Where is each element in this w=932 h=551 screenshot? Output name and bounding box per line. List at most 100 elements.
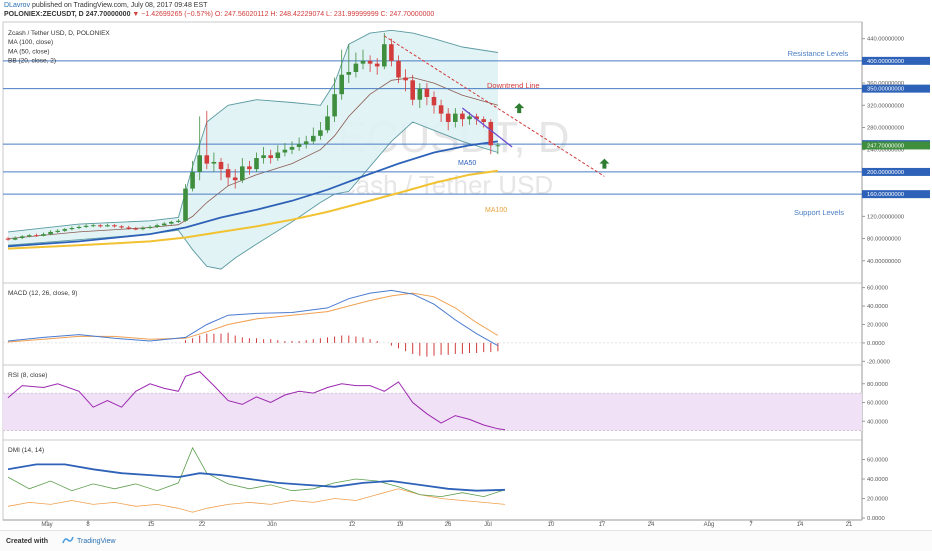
x-axis: May 8 15 22 Jun 12 19 26 Jul 10 17 24 Aug 7 14 21 bbox=[41, 520, 853, 528]
candle-body bbox=[261, 155, 266, 159]
candle-body bbox=[374, 63, 380, 67]
marker-bg bbox=[862, 56, 930, 65]
candle-body bbox=[105, 225, 110, 227]
candle-body bbox=[453, 113, 458, 122]
main-legend: Zcash / Tether USD, D, POLONIEX MA (100, … bbox=[8, 30, 110, 65]
price-tick-label: 80.00000000 bbox=[867, 237, 901, 243]
blue-trend-line bbox=[461, 107, 513, 148]
tradingview-logo-icon bbox=[62, 536, 74, 544]
candle-body bbox=[83, 225, 89, 227]
candles bbox=[5, 33, 501, 241]
x-tick-label: 10 bbox=[548, 522, 555, 528]
marker-bg bbox=[862, 190, 930, 199]
publish-info: DLavrov published on TradingView.com, Ju… bbox=[4, 2, 207, 9]
x-tick-label: 17 bbox=[599, 522, 606, 528]
candle-body bbox=[240, 166, 245, 181]
candle-body bbox=[332, 94, 337, 117]
adx-line bbox=[7, 463, 506, 492]
dmi-tick-label: 0.0000 bbox=[867, 516, 885, 522]
candle-body bbox=[460, 113, 465, 120]
support-label: Support Levels bbox=[794, 208, 844, 217]
candle-body bbox=[133, 228, 139, 230]
x-tick-label: 7 bbox=[749, 522, 753, 528]
candle-body bbox=[318, 130, 323, 136]
candle-body bbox=[76, 226, 82, 229]
marker-bg bbox=[862, 84, 930, 93]
tradingview-brand[interactable]: TradingView bbox=[77, 538, 116, 545]
dmi-tick-label: 40.0000 bbox=[867, 477, 888, 483]
candle-body bbox=[119, 226, 124, 228]
legend-item: Zcash / Tether USD, D, POLONIEX bbox=[8, 30, 110, 37]
last-price-marker: 247.70000000 bbox=[862, 141, 930, 150]
candle-body bbox=[232, 177, 238, 181]
legend-item: MA (50, close) bbox=[8, 48, 50, 55]
candle-body bbox=[27, 235, 32, 237]
candle-body bbox=[445, 113, 451, 122]
price-axis: 40.00000000 80.00000000 120.00000000 160.00… bbox=[862, 37, 904, 265]
candle-body bbox=[147, 226, 153, 229]
resistance-label: Resistance Levels bbox=[788, 49, 849, 58]
macd-signal-line bbox=[7, 292, 499, 343]
x-tick-label: 26 bbox=[445, 522, 452, 528]
candle-body bbox=[69, 228, 75, 230]
candle-body bbox=[126, 227, 131, 229]
candle-body bbox=[396, 60, 401, 78]
price-tick-label: 120.00000000 bbox=[867, 214, 904, 220]
bb-lower-line bbox=[7, 121, 499, 270]
x-tick-label: 12 bbox=[349, 522, 356, 528]
candle-body bbox=[41, 234, 46, 236]
candle-body bbox=[112, 225, 117, 227]
candle-body bbox=[268, 155, 273, 159]
rsi-axis: 40.0000 60.0000 80.0000 bbox=[862, 382, 888, 425]
marker-label: 400.00000000 bbox=[867, 59, 904, 65]
author-link[interactable]: DLavrov bbox=[4, 2, 31, 9]
candle-body bbox=[204, 155, 210, 164]
chart-canvas[interactable]: May 8 15 22 Jun 12 19 26 Jul 10 17 24 Aug 7 14 21ZECUSD… bbox=[0, 0, 932, 530]
macd-pane-title: MACD (12, 26, close, 9) bbox=[8, 290, 77, 297]
macd-line bbox=[7, 289, 499, 347]
macd-axis: -20.0000 0.0000 20.0000 40.0000 60.0000 bbox=[862, 286, 890, 365]
candle-body bbox=[296, 144, 302, 147]
candle-body bbox=[303, 141, 309, 145]
candle-body bbox=[424, 88, 430, 97]
rsi-pane-title: RSI (8, close) bbox=[8, 372, 47, 379]
price-tick-label: 40.00000000 bbox=[867, 259, 901, 265]
x-tick-label: 19 bbox=[397, 522, 404, 528]
candle-body bbox=[360, 60, 366, 64]
candle-body bbox=[474, 116, 479, 120]
rsi-tick-label: 40.0000 bbox=[867, 419, 888, 425]
level-price-marker: 400.00000000 bbox=[862, 56, 930, 65]
candle-body bbox=[438, 105, 444, 114]
macd-histogram bbox=[185, 332, 499, 357]
downtrend-line bbox=[384, 35, 605, 177]
macd-tick-label: 20.0000 bbox=[867, 322, 888, 328]
ma50-label: MA50 bbox=[458, 160, 476, 167]
candle-body bbox=[176, 220, 181, 222]
candle-body bbox=[403, 77, 408, 81]
level-price-marker: 160.00000000 bbox=[862, 190, 930, 199]
candle-body bbox=[353, 63, 359, 72]
marker-label: 247.70000000 bbox=[867, 143, 904, 149]
candle-body bbox=[197, 155, 202, 172]
candle-body bbox=[211, 161, 217, 164]
x-tick-label: Jul bbox=[484, 522, 492, 528]
candle-body bbox=[48, 231, 53, 235]
candle-body bbox=[154, 225, 160, 227]
last-price: 247.70000000 bbox=[85, 11, 131, 18]
di-plus-line bbox=[7, 446, 506, 498]
price-tick-label: 280.00000000 bbox=[867, 126, 904, 132]
pane-frame-macd bbox=[2, 282, 863, 366]
candle-body bbox=[488, 121, 494, 146]
dmi-tick-label: 20.0000 bbox=[867, 497, 888, 503]
rsi-band bbox=[3, 393, 862, 431]
level-price-marker: 350.00000000 bbox=[862, 84, 930, 93]
x-tick-label: May bbox=[41, 522, 52, 528]
x-tick-label: 22 bbox=[199, 522, 206, 528]
price-tick-label: 440.00000000 bbox=[867, 37, 904, 43]
candle-body bbox=[289, 146, 295, 150]
marker-bg bbox=[862, 167, 930, 176]
legend-item: BB (20, close, 2) bbox=[8, 58, 56, 65]
candle-body bbox=[431, 96, 437, 106]
rsi-tick-label: 80.0000 bbox=[867, 382, 888, 388]
candle-body bbox=[275, 152, 281, 159]
